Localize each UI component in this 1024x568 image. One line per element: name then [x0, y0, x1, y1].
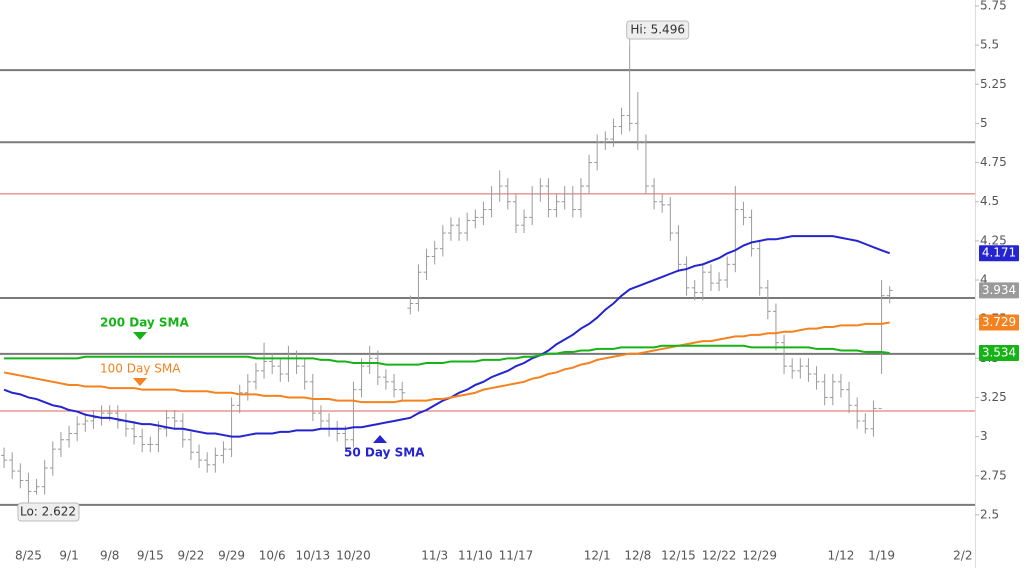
value-box: [979, 282, 1019, 299]
x-tick-label: 9/29: [218, 549, 245, 563]
value-box-label: 3.534: [982, 345, 1016, 359]
sma-arrow: [133, 378, 147, 386]
y-tick-label: 5.5: [980, 38, 999, 52]
x-tick-label: 9/15: [137, 549, 164, 563]
x-tick-label: 12/1: [584, 549, 611, 563]
x-tick-label: 9/22: [177, 549, 204, 563]
x-tick-label: 10/13: [296, 549, 331, 563]
x-tick-label: 2/2: [953, 549, 972, 563]
sma-arrow: [373, 435, 387, 443]
y-tick-label: 2.75: [980, 468, 1007, 482]
value-box: [979, 344, 1019, 361]
x-tick-label: 12/15: [661, 549, 696, 563]
x-tick-label: 10/20: [336, 549, 371, 563]
y-tick-label: 3.25: [980, 390, 1007, 404]
value-box-label: 3.934: [982, 283, 1016, 297]
sma-label: 100 Day SMA: [100, 362, 181, 376]
axis-layer: 2.52.7533.253.53.7544.254.54.7555.255.55…: [15, 0, 1019, 563]
x-tick-label: 9/8: [100, 549, 119, 563]
y-tick-label: 4: [980, 273, 988, 287]
y-tick-label: 3: [980, 429, 988, 443]
y-tick-label: 4.25: [980, 233, 1007, 247]
x-tick-label: 12/22: [702, 549, 737, 563]
bars-layer: [1, 45, 893, 496]
annotation-text: Lo: 2.622: [20, 505, 76, 519]
annotation-box: [626, 20, 690, 40]
x-tick-label: 9/1: [59, 549, 78, 563]
value-box: [979, 245, 1019, 262]
x-tick-label: 11/17: [499, 549, 534, 563]
x-tick-label: 11/10: [458, 549, 493, 563]
sma-label: 200 Day SMA: [100, 316, 190, 330]
x-tick-label: 1/12: [827, 549, 854, 563]
x-tick-label: 1/19: [868, 549, 895, 563]
annotation-text: Hi: 5.496: [630, 23, 685, 37]
x-tick-label: 12/8: [624, 549, 651, 563]
sma-label: 50 Day SMA: [344, 446, 425, 460]
y-tick-label: 5.75: [980, 0, 1007, 12]
lines-layer: [3, 235, 891, 438]
x-tick-label: 8/25: [15, 549, 42, 563]
sma-line: [4, 344, 890, 366]
y-tick-label: 2.5: [980, 507, 999, 521]
x-tick-label: 11/3: [421, 549, 448, 563]
value-box: [979, 314, 1019, 331]
y-tick-label: 5: [980, 116, 988, 130]
sma-arrow: [133, 332, 147, 340]
levels-layer: [0, 69, 975, 506]
y-tick-label: 4.5: [980, 194, 999, 208]
value-box-label: 3.729: [982, 315, 1016, 329]
annotation-box: [17, 502, 80, 522]
annotation-layer: Hi: 5.496 Lo: 2.622: [17, 20, 690, 522]
sma-line: [3, 321, 890, 404]
y-tick-label: 4.75: [980, 155, 1007, 169]
x-tick-label: 12/29: [742, 549, 777, 563]
value-box-label: 4.171: [982, 246, 1016, 260]
y-tick-label: 5.25: [980, 77, 1007, 91]
x-tick-label: 10/6: [259, 549, 286, 563]
